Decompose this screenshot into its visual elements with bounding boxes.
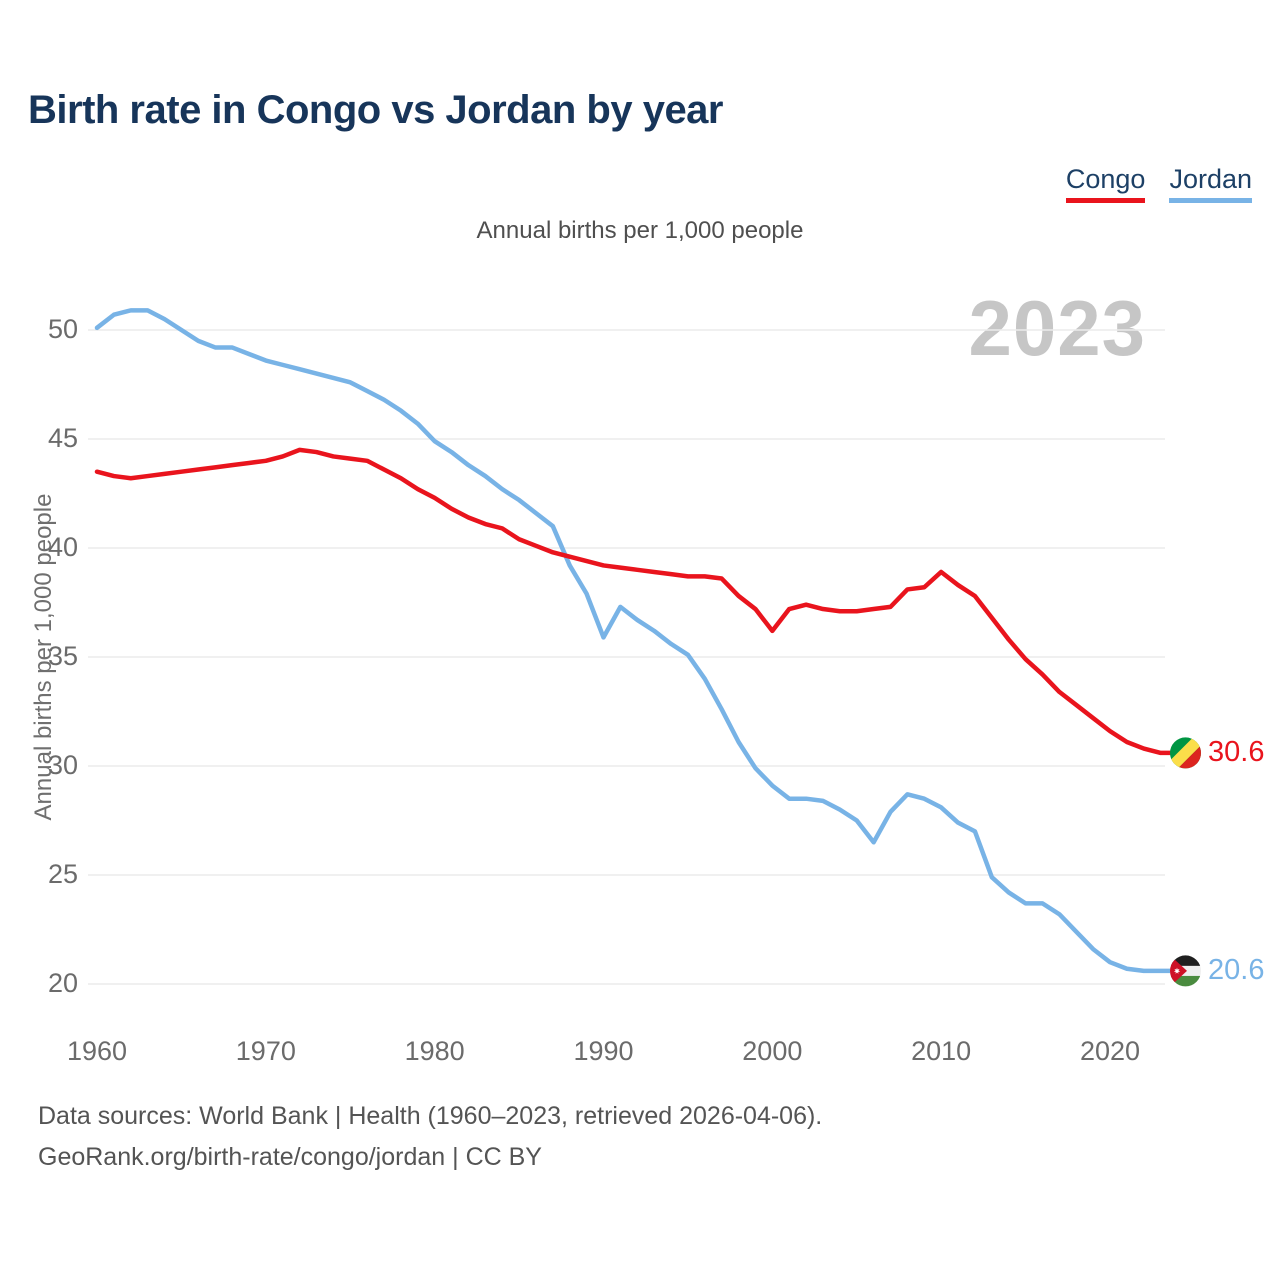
y-tick-label: 35 — [47, 641, 78, 671]
x-tick-label: 2020 — [1079, 1036, 1141, 1066]
footer: Data sources: World Bank | Health (1960–… — [38, 1096, 822, 1178]
x-tick-label: 1970 — [235, 1036, 296, 1066]
y-tick-label: 45 — [47, 423, 78, 453]
legend-item-jordan[interactable]: Jordan — [1169, 164, 1252, 203]
x-tick-label: 2000 — [742, 1036, 803, 1066]
gridlines — [88, 329, 1165, 985]
x-tick-label: 2010 — [911, 1036, 972, 1066]
page-title: Birth rate in Congo vs Jordan by year — [28, 88, 724, 132]
legend-item-congo[interactable]: Congo — [1065, 164, 1146, 203]
series-line-jordan — [94, 308, 1173, 974]
y-tick-label: 50 — [47, 314, 78, 344]
footer-sources: Data sources: World Bank | Health (1960–… — [38, 1102, 823, 1130]
y-tick-label: 25 — [47, 859, 78, 889]
footer-attribution: GeoRank.org/birth-rate/congo/jordan | CC… — [38, 1143, 542, 1171]
end-value-jordan: 20.6 — [1208, 953, 1265, 986]
jordan-flag-icon — [1170, 955, 1201, 987]
y-tick-label: 30 — [47, 750, 78, 780]
end-value-congo: 30.6 — [1208, 735, 1265, 768]
year-watermark: 2023 — [968, 284, 1146, 372]
series-line-congo — [94, 447, 1173, 756]
x-tick-label: 1960 — [66, 1036, 128, 1066]
x-tick-label: 1980 — [404, 1036, 465, 1066]
y-tick-label: 20 — [47, 968, 78, 998]
y-tick-label: 40 — [47, 532, 78, 562]
chart-subtitle: Annual births per 1,000 people — [476, 217, 804, 244]
legend: Congo Jordan — [1065, 164, 1252, 203]
x-tick-label: 1990 — [573, 1036, 634, 1066]
